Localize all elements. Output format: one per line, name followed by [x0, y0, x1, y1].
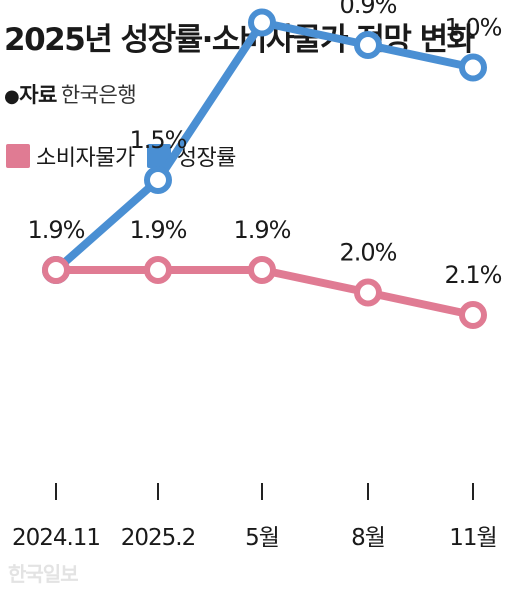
- x-tick-label: 11월: [449, 525, 496, 551]
- source-label: 자료: [19, 83, 57, 107]
- legend-item-growth: 성장률: [146, 140, 237, 172]
- legend-label-cpi: 소비자물가: [36, 146, 135, 171]
- data-label-cpi: 1.9%: [28, 216, 85, 244]
- data-point-cpi: [144, 256, 172, 284]
- x-tick-label: 8월: [351, 525, 385, 551]
- legend-swatch-cpi: [6, 144, 30, 168]
- data-label-growth: 1.0%: [445, 14, 502, 42]
- data-point-cpi: [42, 256, 70, 284]
- data-point-growth: [459, 53, 487, 82]
- data-point-growth: [248, 8, 276, 37]
- legend-label-growth: 성장률: [176, 146, 237, 171]
- chart-legend: 소비자물가 성장률: [6, 140, 248, 172]
- data-label-growth: 0.9%: [340, 0, 397, 19]
- source-note: ●자료 한국은행: [4, 79, 137, 109]
- data-label-cpi: 2.0%: [340, 239, 397, 267]
- data-point-growth: [354, 31, 382, 59]
- data-label-growth: 1.5%: [130, 126, 187, 154]
- data-point-cpi: [248, 256, 276, 284]
- data-label-cpi: 1.9%: [234, 216, 291, 244]
- bullet-icon: ●: [4, 86, 20, 107]
- data-point-cpi: [459, 301, 487, 329]
- source-value: 한국은행: [60, 83, 137, 107]
- data-point-cpi: [354, 278, 382, 307]
- data-label-cpi: 1.9%: [130, 216, 187, 244]
- watermark-logo: 한국일보: [8, 562, 79, 586]
- x-tick-label: 5월: [245, 525, 279, 551]
- data-label-cpi: 2.1%: [445, 261, 502, 289]
- x-tick-label: 2025.2: [121, 525, 195, 551]
- legend-item-cpi: 소비자물가: [6, 140, 135, 172]
- data-point-growth: [144, 166, 172, 194]
- x-tick-label: 2024.11: [12, 525, 100, 551]
